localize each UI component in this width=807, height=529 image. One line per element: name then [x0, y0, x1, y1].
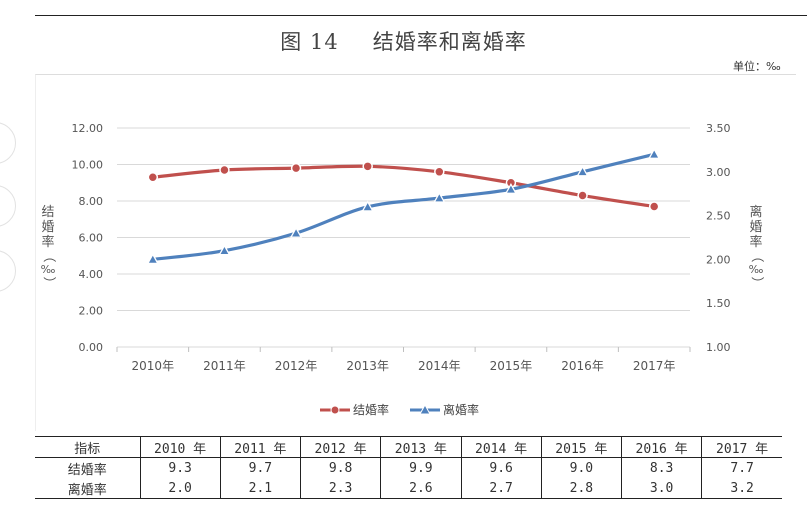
table-cell: 9.3 [139, 457, 221, 478]
data-point-marriage [362, 161, 373, 172]
table-cell: 9.0 [540, 457, 622, 478]
data-table: 指标 2010 年 2011 年 2012 年 2013 年 2014 年 20… [35, 436, 782, 499]
data-point-marriage [290, 162, 302, 174]
table-cell: 7.7 [701, 457, 782, 478]
table-cell: 8.3 [620, 457, 702, 478]
data-point-divorce [218, 244, 231, 256]
row-label-marriage: 结婚率 [67, 462, 107, 478]
y-right-tick-label: 3.50 [706, 122, 731, 135]
series-line-marriage [151, 164, 656, 209]
table-header-cell: 2012 年 [299, 436, 381, 458]
legend-label: 结婚率 [353, 402, 389, 417]
x-tick-label: 2012年 [275, 359, 318, 373]
table-row: 离婚率 2.0 2.1 2.3 2.6 2.7 2.8 3.0 3.2 [35, 478, 782, 499]
series-line-divorce [151, 152, 656, 261]
data-point-divorce [433, 191, 446, 203]
y-right-tick-label: 2.00 [706, 253, 731, 266]
x-tick-label: 2010年 [132, 359, 175, 373]
table-cell: 9.7 [219, 457, 301, 478]
table-header-cell: 2010 年 [139, 436, 221, 458]
y-axis-right-label: 离婚率（‰） [748, 205, 764, 290]
data-point-marriage [434, 166, 445, 178]
table-header-cell: 指标 [35, 436, 140, 458]
y-right-tick-label: 2.50 [706, 210, 731, 223]
chart-frame [35, 74, 796, 431]
data-point-marriage [648, 201, 660, 212]
data-point-divorce [576, 165, 589, 177]
table-header-cell: 2017 年 [701, 436, 782, 458]
table-cell: 2.6 [380, 478, 461, 499]
y-left-tick-label: 12.00 [72, 122, 104, 135]
legend-marker [330, 405, 340, 415]
line-chart: 0.00 2.00 4.00 6.00 8.00 10.00 12.00 1.00 1.50 2.… [72, 122, 731, 417]
table-cell: 9.9 [380, 457, 461, 478]
data-point-divorce [648, 147, 661, 159]
y-left-tick-label: 10.00 [72, 159, 104, 172]
data-point-divorce [289, 226, 303, 238]
top-rule [35, 15, 807, 16]
unit-label: 单位：‰ [733, 60, 781, 73]
table-header-cell: 2014 年 [460, 436, 542, 458]
y-right-tick-label: 3.00 [706, 166, 731, 179]
data-point-marriage [147, 172, 159, 183]
x-tick-label: 2016年 [561, 359, 604, 373]
x-tick-label: 2017年 [633, 359, 676, 373]
y-left-tick-label: 8.00 [79, 195, 104, 208]
table-cell: 2.1 [219, 478, 301, 499]
table-cell: 9.8 [299, 457, 381, 478]
x-tick-label: 2011年 [203, 359, 246, 373]
table-header-cell: 2013 年 [380, 436, 461, 458]
data-point-marriage [577, 190, 588, 201]
data-point-divorce [361, 200, 374, 212]
table-header-cell: 2016 年 [620, 436, 702, 458]
table-header-cell: 2011 年 [219, 436, 301, 458]
figure-title: 结婚率和离婚率 [372, 30, 527, 54]
x-tick-label: 2015年 [490, 359, 533, 373]
table-header-cell: 2015 年 [540, 436, 622, 458]
y-left-tick-label: 2.00 [79, 305, 104, 318]
table-header-row: 指标 2010 年 2011 年 2012 年 2013 年 2014 年 20… [35, 436, 782, 458]
y-axis-left-label: 结婚率（‰） [40, 205, 56, 290]
table-row: 结婚率 9.3 9.7 9.8 9.9 9.6 9.0 8.3 7.7 [35, 457, 782, 478]
data-point-marriage [219, 164, 230, 176]
table-cell: 3.0 [620, 478, 702, 499]
table-cell: 2.7 [460, 478, 542, 499]
table-cell: 2.3 [299, 478, 381, 499]
y-right-tick-label: 1.50 [706, 297, 731, 310]
y-left-tick-label: 0.00 [79, 341, 104, 354]
y-left-tick-label: 6.00 [79, 232, 104, 245]
data-point-divorce [504, 182, 518, 194]
legend-marker [419, 403, 431, 415]
table-cell: 9.6 [460, 457, 542, 478]
x-tick-label: 2013年 [346, 359, 389, 373]
figure-number: 图 14 [280, 30, 339, 54]
table-cell: 2.8 [540, 478, 622, 499]
x-tick-label: 2014年 [418, 359, 461, 373]
table-cell: 2.0 [139, 478, 221, 499]
chart-title: 图 14 结婚率和离婚率 [0, 26, 807, 56]
table-cell: 3.2 [701, 478, 782, 499]
legend-label: 离婚率 [443, 402, 479, 417]
y-left-tick-label: 4.00 [79, 268, 104, 281]
y-right-tick-label: 1.00 [706, 341, 731, 354]
data-point-divorce [146, 253, 159, 265]
row-label-divorce: 离婚率 [35, 478, 140, 499]
